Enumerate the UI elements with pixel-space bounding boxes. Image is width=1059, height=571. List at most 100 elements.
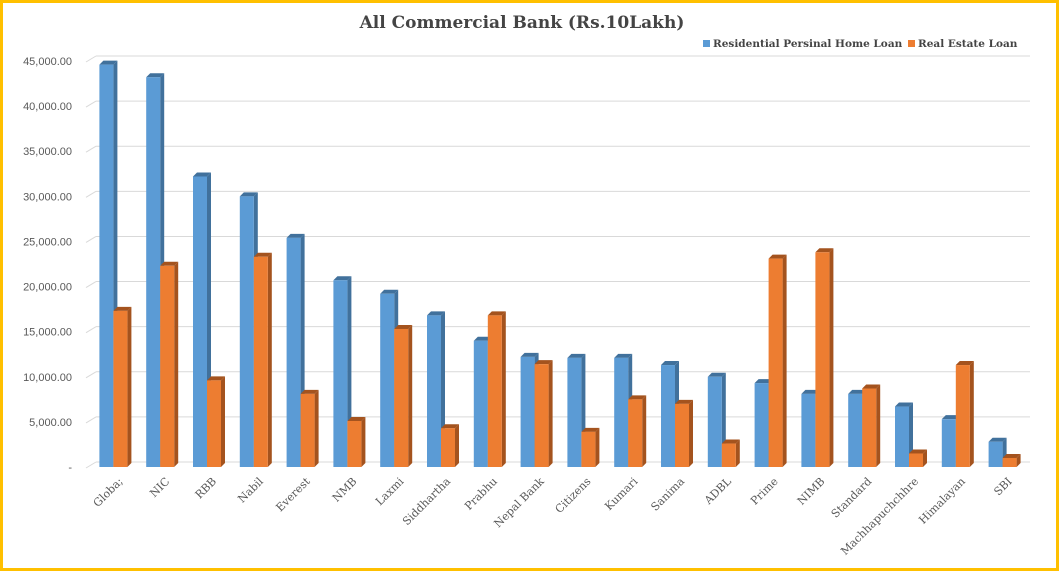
bar-real-estate xyxy=(675,403,689,467)
bar-top-residential xyxy=(520,352,539,357)
bar-top-real-estate xyxy=(300,389,319,394)
bar-side-real-estate xyxy=(1016,453,1021,467)
bar-real-estate xyxy=(394,328,409,467)
y-tick-label: 45,000.00 xyxy=(23,56,72,68)
x-tick-label: Siddhartha xyxy=(400,475,453,528)
bar-top-residential xyxy=(567,353,586,358)
bar-top-residential xyxy=(988,437,1007,442)
bar-side-real-estate xyxy=(501,311,506,467)
gridline-perspective xyxy=(85,461,97,469)
bar-side-real-estate xyxy=(455,424,459,467)
bar-side-real-estate xyxy=(735,439,740,467)
bar-top-residential xyxy=(895,402,913,407)
bar-top-residential xyxy=(801,389,820,394)
x-tick-label: Kumari xyxy=(602,475,640,513)
bar-top-residential xyxy=(193,172,211,177)
bar-top-real-estate xyxy=(113,306,132,311)
x-tick-label: ADBL xyxy=(701,474,734,507)
y-tick-label: - xyxy=(68,462,72,474)
x-tick-label: Globa; xyxy=(91,475,126,510)
y-tick-label: 40,000.00 xyxy=(23,101,72,113)
bar-residential xyxy=(380,293,395,467)
gridline-perspective xyxy=(85,236,97,243)
bar-top-real-estate xyxy=(768,254,787,259)
bar-top-real-estate xyxy=(160,261,179,266)
bar-top-residential xyxy=(614,353,633,358)
bar-real-estate xyxy=(347,420,362,467)
bar-real-estate xyxy=(815,252,830,467)
bar-top-residential xyxy=(333,276,352,281)
bar-real-estate xyxy=(487,315,502,467)
gridline-perspective xyxy=(85,55,97,63)
x-tick-label: Nepal Bank xyxy=(491,475,546,530)
x-tick-label: Standard xyxy=(829,475,875,521)
bar-residential xyxy=(567,357,582,467)
bar-residential xyxy=(801,393,816,467)
bar-real-estate xyxy=(909,453,923,467)
gridline-perspective xyxy=(85,190,97,198)
bar-real-estate xyxy=(113,310,128,467)
bar-top-residential xyxy=(707,372,726,377)
y-tick-label: 25,000.00 xyxy=(23,236,72,248)
bar-real-estate xyxy=(207,380,221,467)
bar-side-real-estate xyxy=(361,416,366,467)
x-tick-label: Nabil xyxy=(235,475,266,506)
bar-side-real-estate xyxy=(969,361,974,467)
bar-real-estate xyxy=(628,399,643,467)
bar-real-estate xyxy=(441,428,455,467)
bar-residential xyxy=(193,176,207,468)
gridline-perspective xyxy=(85,100,97,108)
bar-top-residential xyxy=(427,311,445,316)
bar-side-real-estate xyxy=(314,389,319,467)
y-tick-label: 20,000.00 xyxy=(23,282,72,294)
bar-top-residential xyxy=(473,336,492,341)
bar-top-real-estate xyxy=(815,248,834,253)
x-tick-label: SBI xyxy=(991,475,1014,498)
bar-top-real-estate xyxy=(394,324,413,329)
bar-side-real-estate xyxy=(595,427,600,467)
gridline-perspective xyxy=(85,416,97,424)
bar-top-residential xyxy=(99,60,118,65)
y-tick-label: 15,000.00 xyxy=(23,327,72,339)
bar-residential xyxy=(333,280,348,467)
gridline-perspective xyxy=(85,371,97,379)
bar-side-real-estate xyxy=(408,324,413,467)
x-tick-label: NIMB xyxy=(795,475,828,508)
bar-real-estate xyxy=(534,364,549,467)
bar-residential xyxy=(941,419,956,467)
bar-top-real-estate xyxy=(347,416,366,421)
x-tick-label: Everest xyxy=(273,475,313,515)
bar-side-real-estate xyxy=(174,261,179,467)
bar-residential xyxy=(473,340,488,467)
bar-residential xyxy=(520,356,535,467)
bar-top-real-estate xyxy=(441,424,459,429)
bar-top-residential xyxy=(380,289,399,294)
bar-residential xyxy=(239,196,254,468)
bar-side-real-estate xyxy=(829,248,834,467)
bar-top-real-estate xyxy=(909,449,927,454)
x-tick-label: NMB xyxy=(330,475,360,505)
bar-top-real-estate xyxy=(253,252,272,257)
bar-real-estate xyxy=(768,258,783,467)
bar-real-estate xyxy=(955,365,970,467)
gridline-perspective xyxy=(85,145,97,153)
bar-side-real-estate xyxy=(267,252,272,467)
bar-side-real-estate xyxy=(221,376,225,467)
legend-swatch xyxy=(703,40,710,47)
legend-label: Residential Persinal Home Loan xyxy=(713,38,903,50)
y-tick-label: 30,000.00 xyxy=(23,191,72,203)
bar-residential xyxy=(99,64,114,467)
bar-residential xyxy=(988,441,1003,467)
x-tick-label: Himalayan xyxy=(916,475,968,527)
bar-residential xyxy=(286,237,301,467)
bar-residential xyxy=(614,357,629,467)
bar-real-estate xyxy=(721,443,736,467)
bar-top-residential xyxy=(848,389,867,394)
bar-top-residential xyxy=(146,73,165,78)
bar-real-estate xyxy=(1002,457,1017,467)
bar-residential xyxy=(146,77,161,468)
bar-side-real-estate xyxy=(548,360,553,467)
bar-top-real-estate xyxy=(862,384,881,389)
bar-real-estate xyxy=(300,393,315,467)
